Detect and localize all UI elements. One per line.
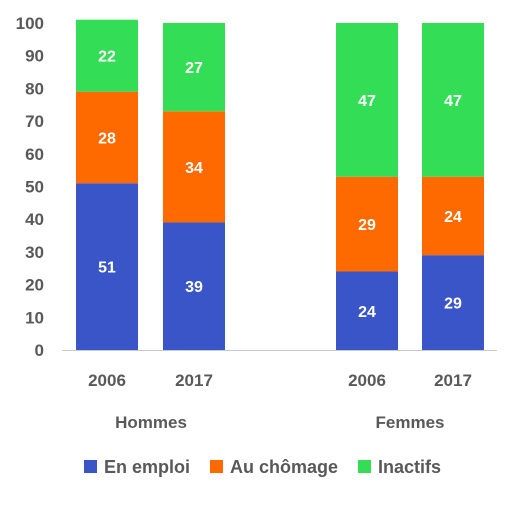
y-tick-label: 30 xyxy=(25,243,44,262)
legend-label: Au chômage xyxy=(230,457,338,477)
y-tick-label: 50 xyxy=(25,178,44,197)
legend-swatch xyxy=(358,460,371,473)
legend-swatch xyxy=(84,460,97,473)
data-label: 47 xyxy=(444,93,462,110)
data-label: 34 xyxy=(185,160,203,177)
x-tick-label: 2017 xyxy=(434,371,472,390)
x-axis-labels: 2006 2017 2006 2017 xyxy=(88,371,472,390)
y-tick-label: 10 xyxy=(25,308,44,327)
y-tick-label: 90 xyxy=(25,47,44,66)
y-tick-label: 100 xyxy=(16,14,44,33)
data-label: 29 xyxy=(444,296,462,313)
data-label: 27 xyxy=(185,60,203,77)
data-label: 24 xyxy=(358,304,376,321)
y-tick-label: 80 xyxy=(25,79,44,98)
data-label: 51 xyxy=(98,260,116,277)
bar-segment xyxy=(422,176,484,256)
group-label: Hommes xyxy=(115,413,187,432)
legend-label: Inactifs xyxy=(378,457,441,477)
bar-segment xyxy=(336,176,398,272)
y-tick-label: 20 xyxy=(25,276,44,295)
bar-segment xyxy=(336,23,398,177)
data-label: 47 xyxy=(358,93,376,110)
x-tick-label: 2006 xyxy=(348,371,386,390)
x-tick-label: 2006 xyxy=(88,371,126,390)
bar-segment xyxy=(163,222,225,350)
bar-segment xyxy=(76,91,138,184)
bar-segment xyxy=(422,255,484,350)
legend-swatch xyxy=(210,460,223,473)
data-label: 28 xyxy=(98,130,116,147)
bar-segment xyxy=(336,271,398,350)
y-tick-label: 40 xyxy=(25,210,44,229)
bars: 51 28 22 39 34 27 24 29 47 29 24 47 xyxy=(76,19,484,350)
bar-segment xyxy=(163,111,225,223)
bar-segment xyxy=(76,19,138,92)
group-label: Femmes xyxy=(376,413,445,432)
y-axis: 0 10 20 30 40 50 60 70 80 90 100 xyxy=(16,14,44,360)
data-label: 22 xyxy=(98,49,116,66)
y-tick-label: 60 xyxy=(25,145,44,164)
y-tick-label: 0 xyxy=(35,341,44,360)
data-label: 39 xyxy=(185,279,203,296)
x-tick-label: 2017 xyxy=(175,371,213,390)
group-labels: Hommes Femmes xyxy=(115,413,444,432)
legend: En emploi Au chômage Inactifs xyxy=(84,457,441,477)
bar-segment xyxy=(422,23,484,177)
legend-label: En emploi xyxy=(104,457,190,477)
data-label: 29 xyxy=(358,217,376,234)
data-label: 24 xyxy=(444,209,462,226)
bar-segment xyxy=(163,23,225,112)
y-tick-label: 70 xyxy=(25,112,44,131)
bar-segment xyxy=(76,183,138,350)
